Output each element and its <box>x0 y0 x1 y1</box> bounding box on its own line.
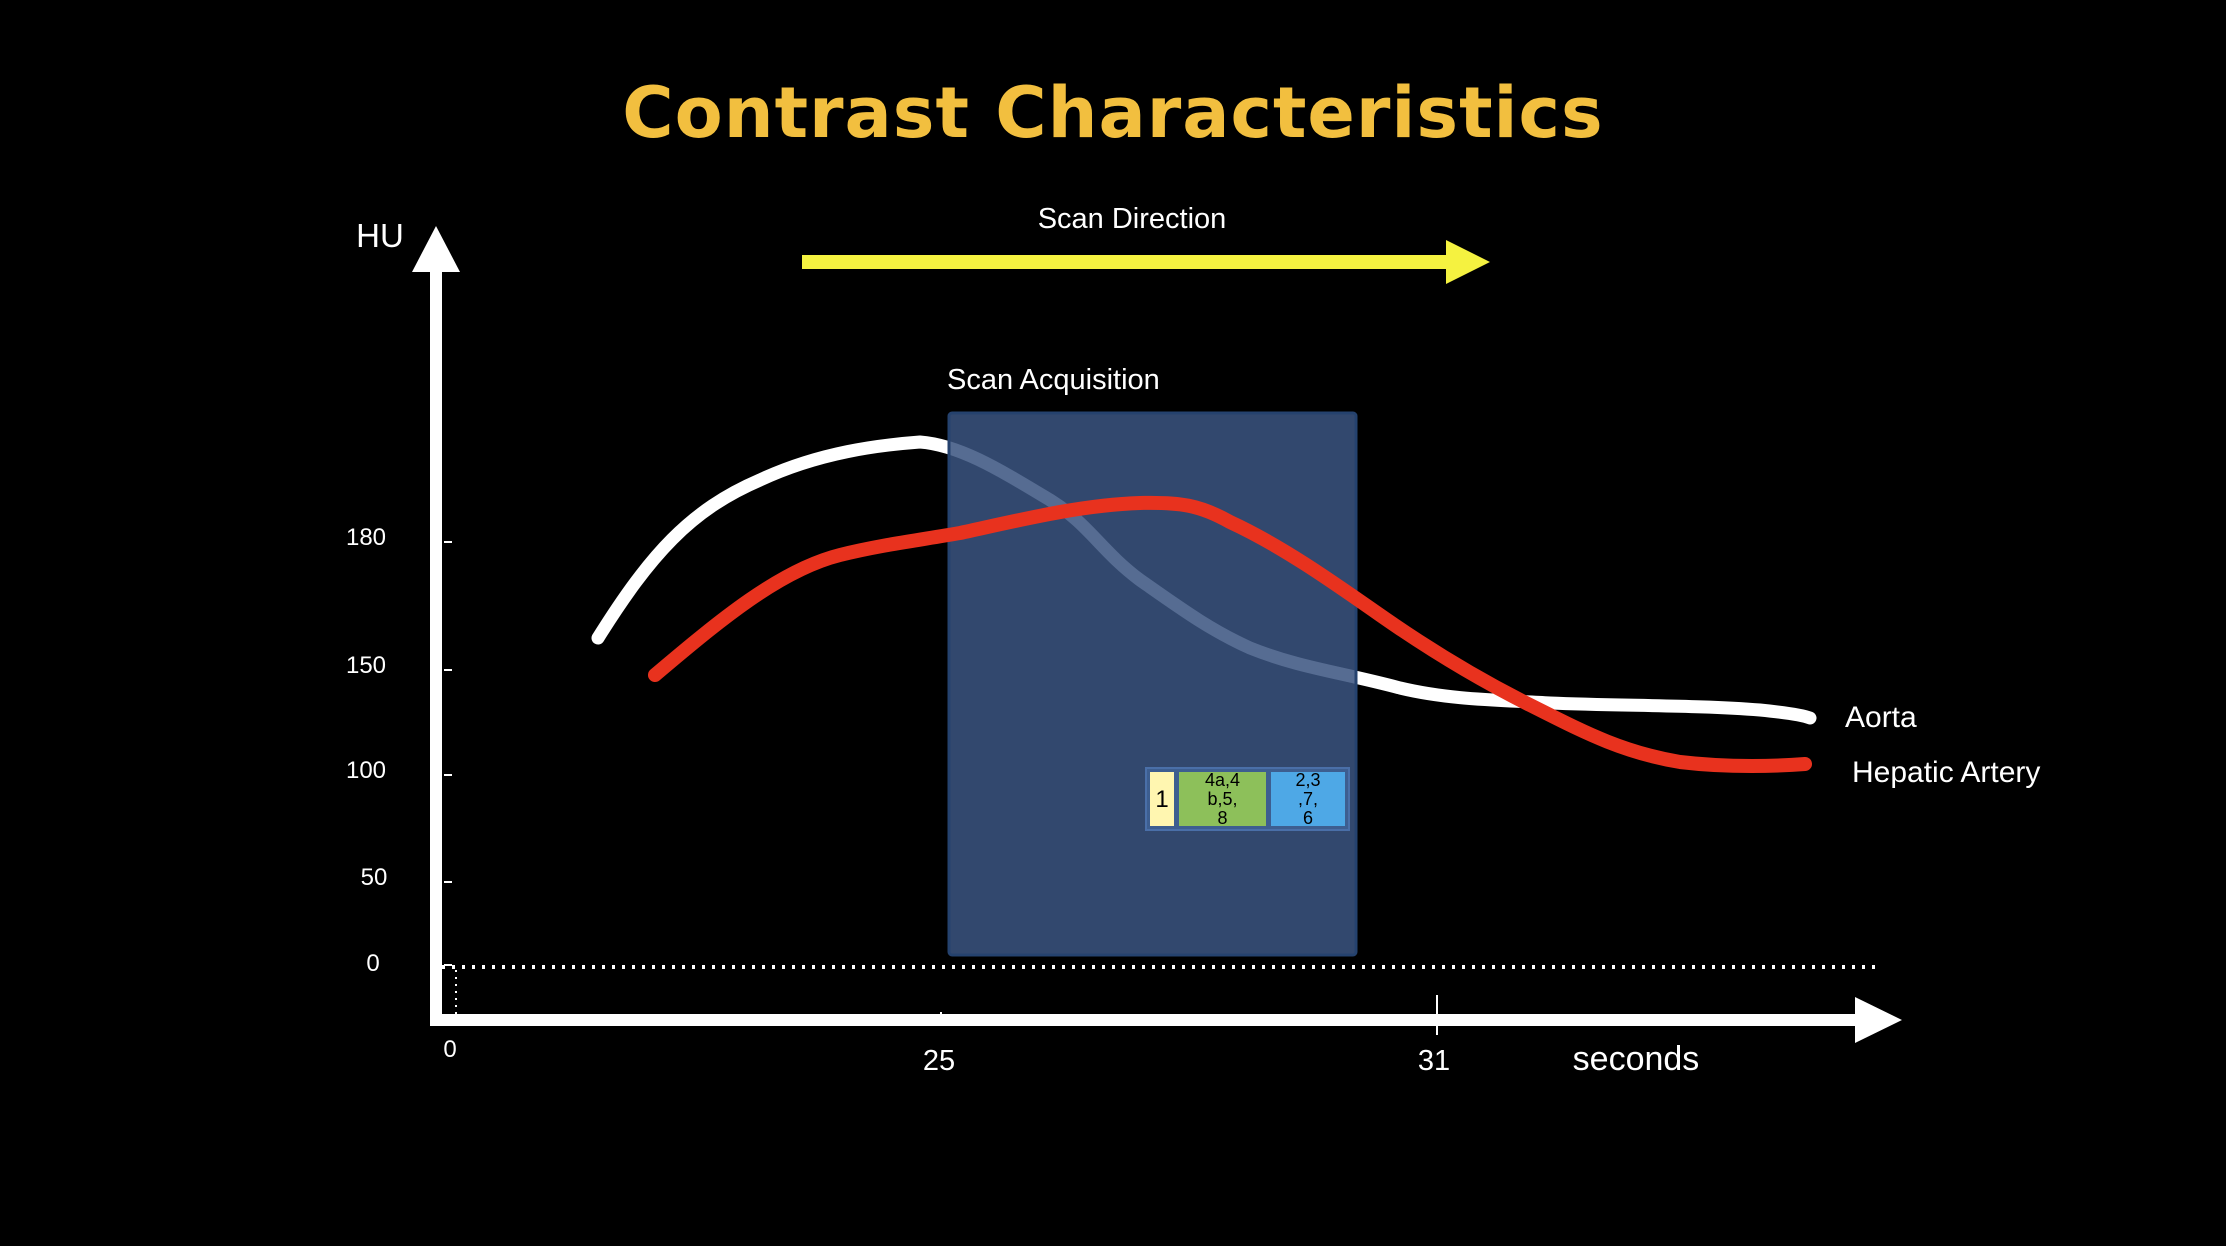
x-tick-label-0: 0 <box>443 1036 456 1063</box>
scan-acquisition-label: Scan Acquisition <box>947 364 1160 396</box>
scan-acquisition-box <box>947 411 1358 957</box>
x-tick-label-31: 31 <box>1418 1045 1450 1077</box>
hepatic-artery-curve <box>648 495 1812 773</box>
segment-box-3 <box>1271 772 1345 826</box>
y-axis-label: HU <box>356 217 404 254</box>
hepatic-artery-label: Hepatic Artery <box>1852 756 2040 789</box>
y-axis-arrow-head <box>412 226 460 272</box>
segments-group: 1 4a,4 b,5, 8 2,3,7, 6 <box>1150 770 1345 828</box>
x-tick-label-25: 25 <box>923 1045 955 1077</box>
scan-direction-arrow-head <box>1446 240 1490 284</box>
segment-label-2: 4a,4 b,5, 8 <box>1205 770 1240 828</box>
y-tick-label-100: 100 <box>346 757 386 784</box>
scan-direction-label: Scan Direction <box>1038 203 1227 235</box>
y-tick-label-180: 180 <box>346 524 386 551</box>
y-tick-label-150: 150 <box>346 652 386 679</box>
segment-box-1 <box>1150 772 1174 826</box>
segment-box-2 <box>1179 772 1266 826</box>
x-axis-label: seconds <box>1573 1040 1700 1078</box>
slide-title: Contrast Characteristics <box>622 72 1604 154</box>
y-tick-label-0: 0 <box>366 950 379 977</box>
segment-label-1: 1 <box>1155 786 1168 813</box>
y-tick-label-50: 50 <box>361 864 388 891</box>
x-axis-arrow-head <box>1855 997 1902 1043</box>
segment-label-3: 2,3,7, 6 <box>1295 770 1320 828</box>
aorta-label: Aorta <box>1845 701 1917 734</box>
